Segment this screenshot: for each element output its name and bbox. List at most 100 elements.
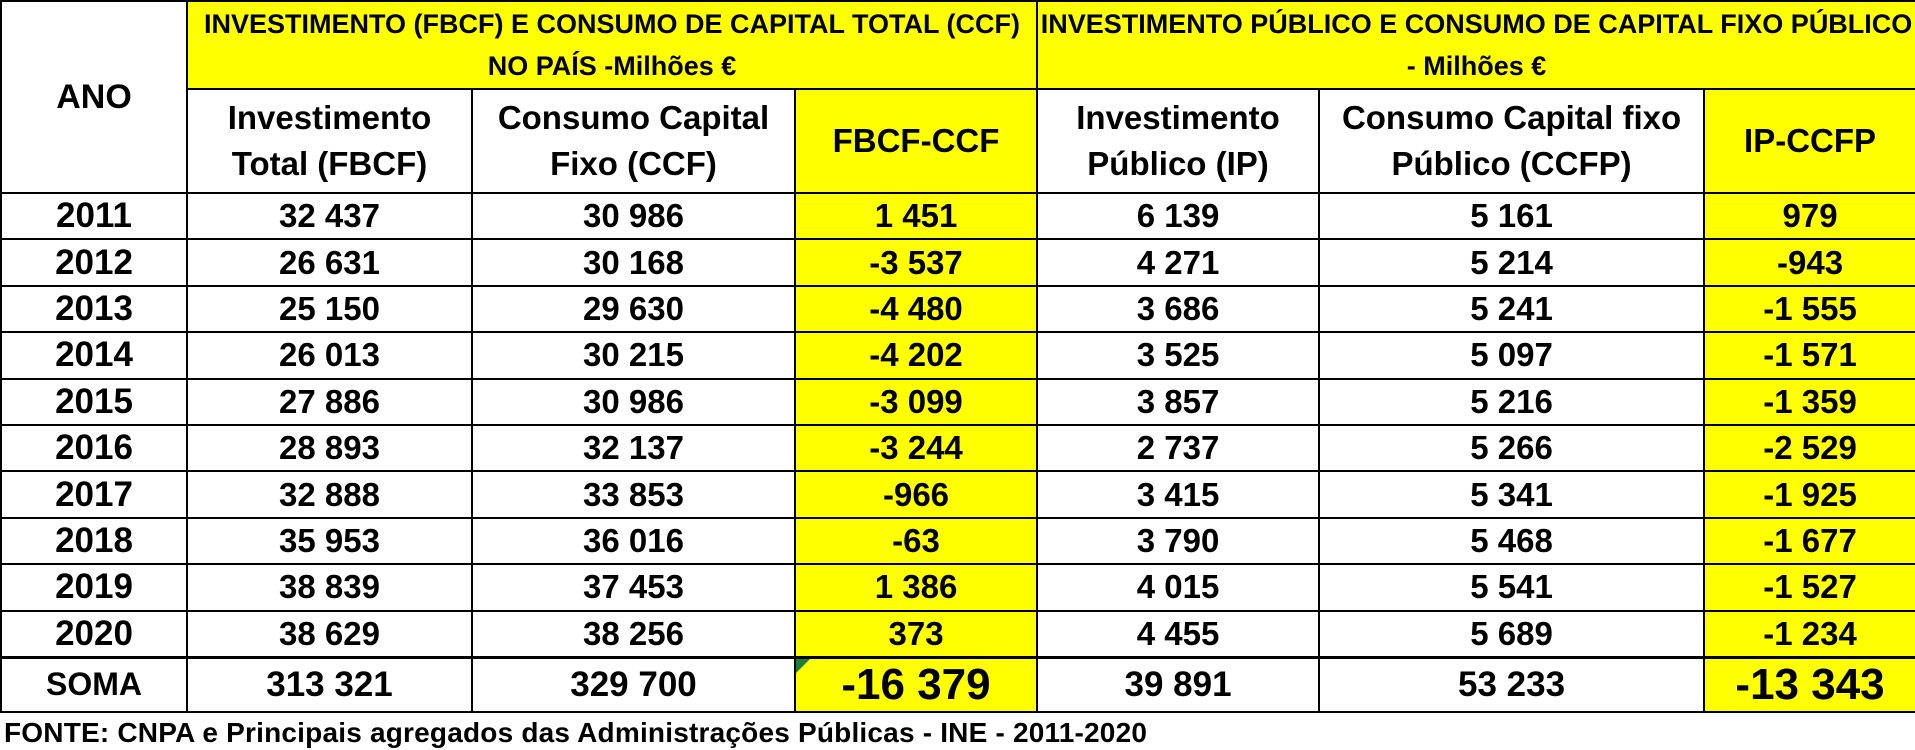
year-header: ANO [0, 0, 188, 194]
ccfp-cell: 5 689 [1318, 609, 1706, 659]
ccf-cell: 33 853 [471, 470, 796, 519]
ccfp-cell: 5 241 [1318, 284, 1706, 334]
fbcf-ccf-cell: -63 [793, 516, 1039, 566]
fbcf-cell: 26 631 [186, 238, 473, 287]
ccfp-cell: 5 097 [1318, 331, 1706, 380]
ccf-cell: 30 986 [471, 191, 796, 241]
total-ccf: 329 700 [471, 655, 796, 713]
col-header-ip-ccfp: IP-CCFP [1703, 88, 1915, 194]
data-rows: 2011 32 437 30 986 1 451 6 139 5 161 979 2012 26… [0, 191, 1915, 659]
total-row: SOMA 313 321 329 700 -16 379 39 891 53 2… [0, 655, 1915, 713]
year-cell: 2011 [0, 191, 188, 241]
fbcf-ccf-cell: -4 202 [793, 331, 1039, 380]
column-header-row: Investimento Total (FBCF) Consumo Capita… [1, 88, 1915, 194]
fbcf-ccf-cell: -4 480 [793, 284, 1039, 334]
ip-ccfp-cell: -1 555 [1703, 284, 1915, 334]
ip-cell: 6 139 [1036, 191, 1321, 241]
fbcf-cell: 32 437 [186, 191, 473, 241]
ip-cell: 3 790 [1036, 516, 1321, 566]
col-header-fbcf: Investimento Total (FBCF) [186, 88, 473, 194]
ip-ccfp-cell: -943 [1703, 238, 1915, 287]
fbcf-ccf-cell: -966 [793, 470, 1039, 519]
col-header-fbcf-ccf: FBCF-CCF [793, 88, 1039, 194]
table-row: 2015 27 886 30 986 -3 099 3 857 5 216 -1 359 [0, 377, 1915, 426]
ip-cell: 3 686 [1036, 284, 1321, 334]
ccf-cell: 36 016 [471, 516, 796, 566]
fbcf-ccf-cell: 1 386 [793, 563, 1039, 612]
year-cell: 2016 [0, 423, 188, 473]
total-label: SOMA [0, 655, 188, 713]
group-header-row: ANO INVESTIMENTO (FBCF) E CONSUMO DE CAP… [0, 0, 1915, 194]
fbcf-cell: 26 013 [186, 331, 473, 380]
ip-ccfp-cell: -1 677 [1703, 516, 1915, 566]
ip-cell: 3 525 [1036, 331, 1321, 380]
fbcf-ccf-cell: -3 099 [793, 377, 1039, 426]
ip-ccfp-cell: -1 234 [1703, 609, 1915, 659]
fbcf-ccf-cell: 1 451 [793, 191, 1039, 241]
table-row: 2013 25 150 29 630 -4 480 3 686 5 241 -1 555 [0, 284, 1915, 334]
ccfp-cell: 5 161 [1318, 191, 1706, 241]
ip-ccfp-cell: -1 571 [1703, 331, 1915, 380]
table-row: 2016 28 893 32 137 -3 244 2 737 5 266 -2 529 [0, 423, 1915, 473]
total-ip-ccfp: -13 343 [1703, 655, 1915, 713]
group-header-total: INVESTIMENTO (FBCF) E CONSUMO DE CAPITAL… [185, 0, 1039, 90]
ip-ccfp-cell: -1 925 [1703, 470, 1915, 519]
ccfp-cell: 5 266 [1318, 423, 1706, 473]
ip-ccfp-cell: 979 [1703, 191, 1915, 241]
total-fbcf-ccf: -16 379 [793, 655, 1039, 713]
total-fbcf: 313 321 [186, 655, 473, 713]
ccf-cell: 38 256 [471, 609, 796, 659]
ip-cell: 3 415 [1036, 470, 1321, 519]
year-cell: 2017 [0, 470, 188, 519]
ccf-cell: 30 986 [471, 377, 796, 426]
table-row: 2020 38 629 38 256 373 4 455 5 689 -1 234 [0, 609, 1915, 659]
year-cell: 2012 [0, 238, 188, 287]
col-header-ip: Investimento Público (IP) [1036, 88, 1321, 194]
ip-cell: 4 015 [1036, 563, 1321, 612]
ip-ccfp-cell: -2 529 [1703, 423, 1915, 473]
table-row: 2011 32 437 30 986 1 451 6 139 5 161 979 [0, 191, 1915, 241]
ccfp-cell: 5 216 [1318, 377, 1706, 426]
ccf-cell: 32 137 [471, 423, 796, 473]
year-cell: 2020 [0, 609, 188, 659]
year-cell: 2018 [0, 516, 188, 566]
fbcf-ccf-cell: -3 244 [793, 423, 1039, 473]
table-row: 2017 32 888 33 853 -966 3 415 5 341 -1 925 [0, 470, 1915, 519]
source-note: FONTE: CNPA e Principais agregados das A… [4, 717, 1148, 748]
year-cell: 2019 [0, 563, 188, 612]
col-header-ccf: Consumo Capital Fixo (CCF) [471, 88, 796, 194]
year-cell: 2013 [0, 284, 188, 334]
ccf-cell: 30 168 [471, 238, 796, 287]
year-cell: 2014 [0, 331, 188, 380]
fbcf-cell: 32 888 [186, 470, 473, 519]
fbcf-cell: 28 893 [186, 423, 473, 473]
ip-cell: 4 455 [1036, 609, 1321, 659]
ip-ccfp-cell: -1 359 [1703, 377, 1915, 426]
fbcf-cell: 25 150 [186, 284, 473, 334]
ccfp-cell: 5 214 [1318, 238, 1706, 287]
fbcf-cell: 27 886 [186, 377, 473, 426]
fbcf-ccf-cell: 373 [793, 609, 1039, 659]
ccfp-cell: 5 541 [1318, 563, 1706, 612]
ccf-cell: 29 630 [471, 284, 796, 334]
investment-table: ANO INVESTIMENTO (FBCF) E CONSUMO DE CAP… [0, 0, 1915, 713]
fbcf-cell: 38 629 [186, 609, 473, 659]
ip-cell: 4 271 [1036, 238, 1321, 287]
year-cell: 2015 [0, 377, 188, 426]
table-row: 2018 35 953 36 016 -63 3 790 5 468 -1 677 [0, 516, 1915, 566]
ip-cell: 2 737 [1036, 423, 1321, 473]
fbcf-cell: 38 839 [186, 563, 473, 612]
fbcf-cell: 35 953 [186, 516, 473, 566]
ccfp-cell: 5 341 [1318, 470, 1706, 519]
col-header-ccfp: Consumo Capital fixo Público (CCFP) [1318, 88, 1706, 194]
ip-ccfp-cell: -1 527 [1703, 563, 1915, 612]
table-row: 2012 26 631 30 168 -3 537 4 271 5 214 -943 [0, 238, 1915, 287]
group-header-public: INVESTIMENTO PÚBLICO E CONSUMO DE CAPITA… [1036, 0, 1915, 90]
ccf-cell: 37 453 [471, 563, 796, 612]
ip-cell: 3 857 [1036, 377, 1321, 426]
table-row: 2014 26 013 30 215 -4 202 3 525 5 097 -1 571 [0, 331, 1915, 380]
fbcf-ccf-cell: -3 537 [793, 238, 1039, 287]
total-ccfp: 53 233 [1318, 655, 1706, 713]
ccfp-cell: 5 468 [1318, 516, 1706, 566]
total-ip: 39 891 [1036, 655, 1321, 713]
